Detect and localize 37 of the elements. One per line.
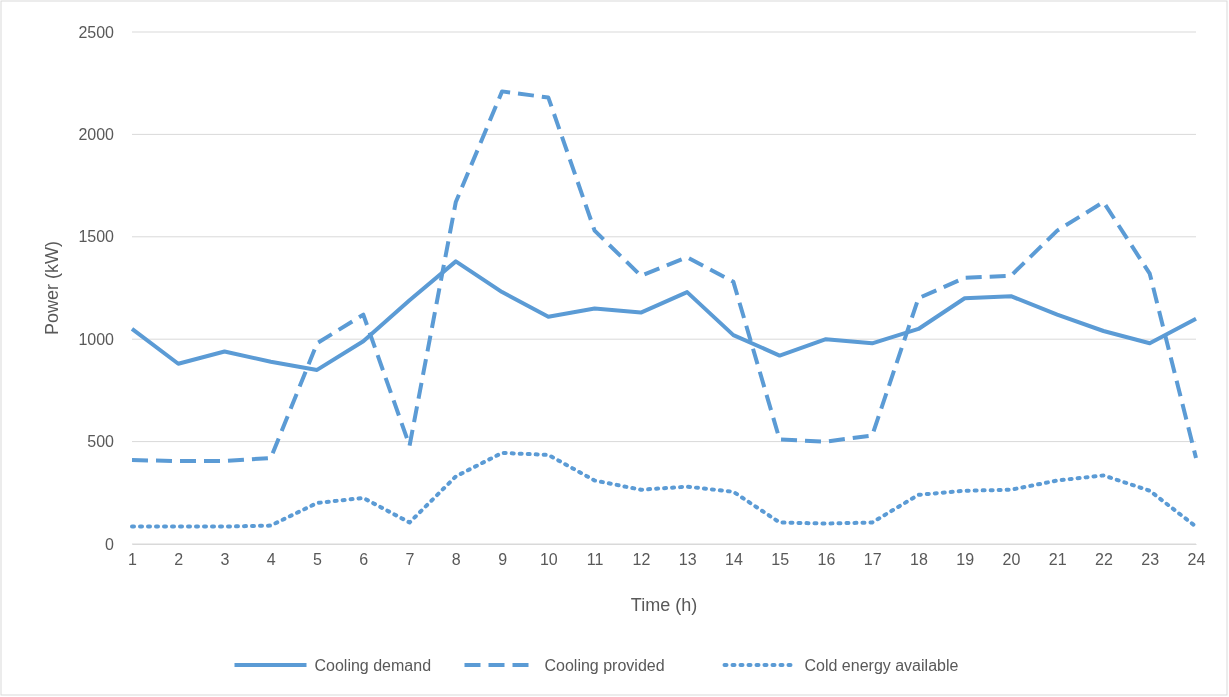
y-tick-label: 500 (87, 433, 115, 451)
x-tick-label: 12 (632, 551, 651, 569)
y-axis-title: Power (kW) (42, 241, 62, 335)
y-tick-label: 2500 (78, 23, 115, 41)
x-tick-label: 10 (539, 551, 558, 569)
x-tick-label: 23 (1141, 551, 1160, 569)
x-tick-label: 16 (817, 551, 836, 569)
line-series (130, 89, 1198, 464)
x-tick-label: 20 (1002, 551, 1021, 569)
x-tick-label: 7 (405, 551, 415, 569)
x-tick-label: 2 (174, 551, 184, 569)
x-tick-label: 19 (956, 551, 975, 569)
x-tick-label: 17 (863, 551, 882, 569)
line-series (130, 450, 1198, 529)
y-tick-label: 1500 (78, 228, 115, 246)
y-tick-label: 0 (105, 535, 115, 553)
legend-label: Cooling demand (314, 657, 432, 674)
x-tick-label: 18 (910, 551, 928, 569)
x-tick-label: 6 (359, 551, 369, 569)
x-tick-label: 11 (586, 551, 604, 569)
x-tick-label: 15 (771, 551, 790, 569)
x-tick-label: 5 (313, 551, 323, 569)
legend-label: Cooling provided (544, 657, 665, 674)
x-tick-label: 24 (1187, 551, 1206, 569)
legend-label: Cold energy available (804, 657, 959, 674)
x-tick-label: 21 (1048, 551, 1067, 569)
x-tick-label: 14 (724, 551, 743, 569)
x-tick-label: 13 (678, 551, 697, 569)
x-tick-label: 1 (128, 551, 138, 569)
x-axis-title: Time (h) (630, 595, 698, 615)
y-tick-label: 1000 (78, 330, 115, 348)
x-tick-label: 22 (1095, 551, 1113, 569)
x-tick-label: 9 (498, 551, 508, 569)
y-tick-label: 2000 (78, 126, 115, 144)
x-tick-label: 4 (266, 551, 276, 569)
x-tick-label: 3 (220, 551, 230, 569)
x-tick-label: 8 (451, 551, 461, 569)
